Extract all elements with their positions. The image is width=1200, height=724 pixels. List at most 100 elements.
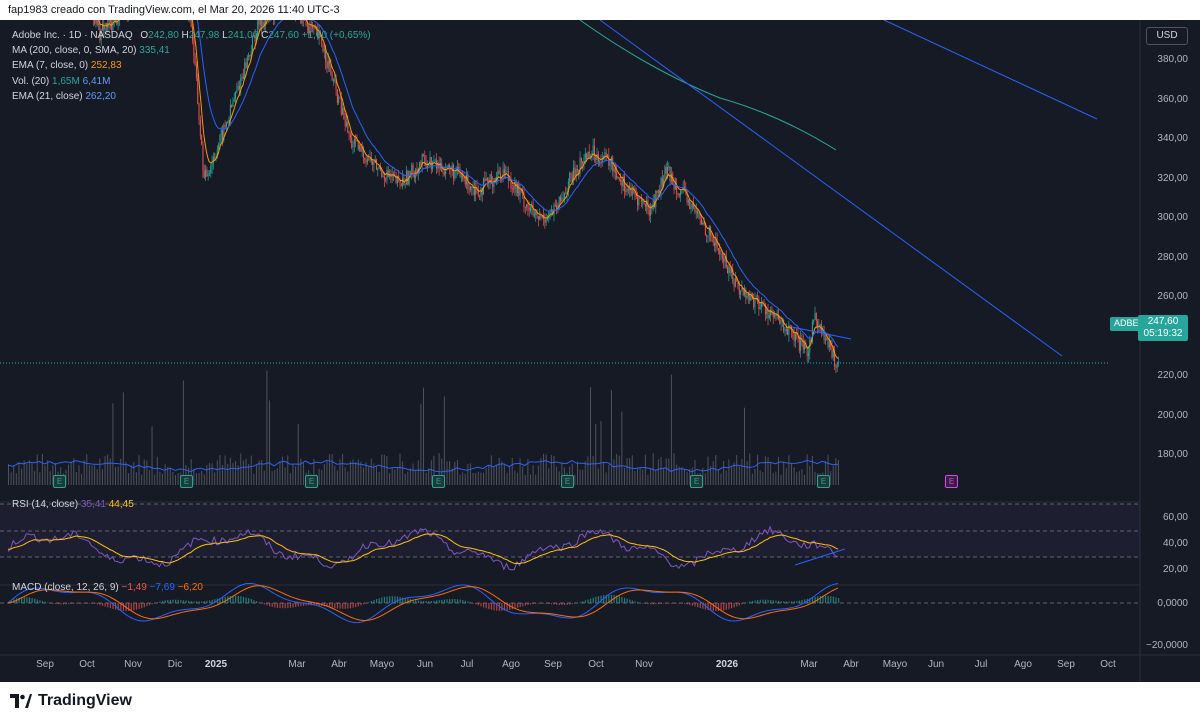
volume-bar [334,465,336,485]
candle-body [399,178,401,186]
volume-bar [407,471,409,485]
legend-ema21-row[interactable]: EMA (21, close) 262,20 [12,89,371,104]
candle-body [254,35,256,42]
candle-body [618,177,620,181]
earnings-icon[interactable]: E [690,475,703,488]
macd-histogram-bar [41,600,44,603]
macd-histogram-bar [211,599,213,603]
macd-histogram-bar [563,603,566,605]
macd-histogram-bar [180,600,182,603]
macd-histogram-bar [315,603,318,606]
chart-area[interactable]: Adobe Inc. · 1D · NASDAQ O242,80 H247,98… [0,20,1200,682]
earnings-icon[interactable]: E [53,475,66,488]
candle-body [584,153,586,159]
macd-histogram-bar [109,603,111,609]
candle-body [199,119,201,136]
earnings-icon[interactable]: E [432,475,445,488]
candle-body [241,76,243,78]
macd-histogram-bar [475,603,477,605]
candle-body [344,119,346,127]
currency-button[interactable]: USD [1146,27,1188,45]
candle-body [207,174,209,177]
volume-bar [644,454,646,485]
macd-legend[interactable]: MACD (close, 12, 26, 9) −1,49 −7,69 −6,2… [12,582,203,593]
candle-body [720,253,722,255]
macd-histogram-bar [151,603,153,605]
volume-bar [738,466,740,485]
candle-body [570,172,572,176]
macd-histogram-bar [141,603,143,609]
earnings-icon[interactable]: E [817,475,830,488]
candle-body [576,169,578,171]
candle-body [347,122,349,133]
candle-body [549,211,551,213]
candle-body [469,186,471,190]
candle-body [459,171,461,177]
volume-bar [704,473,706,485]
candle-body [575,169,577,177]
rsi-legend[interactable]: RSI (14, close) 35,41 44,45 [12,499,134,510]
macd-histogram-bar [480,603,482,607]
main-legend: Adobe Inc. · 1D · NASDAQ O242,80 H247,98… [12,28,371,104]
volume-bar [101,469,103,485]
macd-histogram-bar [389,596,391,603]
macd-histogram-bar [443,599,446,603]
macd-histogram-bar [190,601,192,603]
volume-bar [229,457,231,485]
volume-bar [676,464,678,485]
candle-body [201,135,203,145]
legend-ma-label: MA (200, close, 0, SMA, 20) [12,45,137,57]
earnings-icon[interactable]: E [180,475,193,488]
macd-histogram-bar [313,603,315,606]
candle-body [827,339,829,348]
volume-bar [336,470,338,485]
legend-ma-row[interactable]: MA (200, close, 0, SMA, 20) 335,41 [12,43,371,58]
volume-bar [509,465,511,485]
upcoming-earnings-icon[interactable]: E [945,475,958,488]
legend-ema7-row[interactable]: EMA (7, close, 0) 252,83 [12,58,371,73]
candle-body [314,25,316,29]
volume-bar [590,387,592,485]
macd-histogram-bar [433,600,435,603]
volume-bar [668,458,670,485]
volume-bar [744,407,746,485]
candle-body [785,329,787,331]
earnings-icon[interactable]: E [561,475,574,488]
candle-body [310,25,312,27]
legend-symbol[interactable]: Adobe Inc. · 1D · NASDAQ [12,30,133,41]
earnings-icon[interactable]: E [305,475,318,488]
volume-bar [402,461,404,485]
price-chart-svg[interactable] [0,20,1200,682]
macd-histogram-bar [329,603,331,608]
macd-histogram-bar [592,597,594,603]
candle-body [421,154,423,166]
candle-body [411,164,413,173]
volume-bar [412,463,414,485]
volume-bar [227,464,229,485]
volume-bar [208,463,210,485]
tradingview-logo[interactable]: TradingView [10,692,132,710]
macd-histogram-bar [561,603,563,605]
macd-histogram-bar [117,603,119,611]
support-trendline [791,326,852,340]
macd-histogram-bar [255,601,258,603]
candle-body [609,163,611,166]
legend-vol-row[interactable]: Vol. (20) 1,65M 6,41M [12,74,371,89]
macd-histogram-bar [344,603,346,609]
volume-bar [39,472,41,485]
volume-bar [224,455,226,485]
macd-histogram-bar [232,595,234,603]
volume-bar [148,469,150,485]
macd-histogram-bar [733,603,735,608]
legend-ema21-label: EMA (21, close) [12,90,83,102]
candle-body [510,178,512,189]
macd-histogram-bar [566,603,568,605]
macd-histogram-bar [665,603,667,604]
candle-body [322,43,324,52]
candle-body [746,296,748,298]
volume-bar [391,467,393,485]
macd-histogram-bar [235,595,237,603]
macd-histogram-bar [154,603,156,604]
candle-body [422,154,424,156]
macd-histogram-bar [122,603,125,611]
